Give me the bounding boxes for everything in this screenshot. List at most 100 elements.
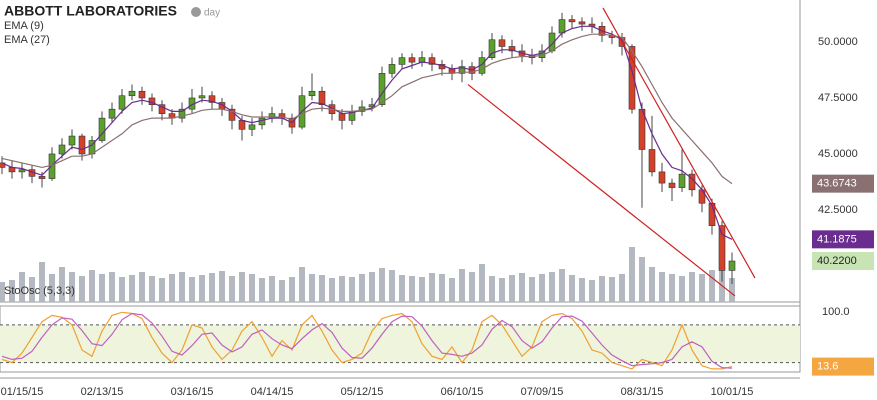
x-tick-label: 03/16/15 (171, 386, 214, 398)
volume-bar (469, 272, 475, 302)
grid (0, 324, 800, 364)
volume-bar (19, 272, 25, 302)
candle-body (368, 104, 376, 108)
volume-bar (339, 276, 345, 302)
candle-body (408, 57, 416, 63)
volume-bar (659, 272, 665, 302)
candle-body (388, 64, 396, 74)
candle-body (318, 90, 326, 105)
indicator-band (0, 324, 800, 363)
last-value-label: 43.6743 (817, 178, 857, 190)
candle-body (38, 176, 46, 179)
candle-body (648, 149, 656, 173)
volume-bar (489, 276, 495, 302)
candle-body (578, 21, 586, 25)
volume-bar (29, 277, 35, 302)
volume-bar (159, 278, 165, 302)
last-value-box (812, 174, 874, 193)
last-value-box (812, 252, 874, 271)
x-tick-label: 10/01/15 (711, 386, 754, 398)
volume-bar (149, 276, 155, 302)
candle-body (198, 95, 206, 99)
volume-bar (529, 277, 535, 302)
candle-body (658, 171, 666, 184)
candle-body (488, 39, 496, 58)
x-tick-label: 08/31/15 (621, 386, 664, 398)
volume-bar (369, 272, 375, 302)
volume-bar (109, 272, 115, 302)
candle-body (698, 189, 706, 204)
volume-bar (629, 247, 635, 302)
volume-bar (379, 268, 385, 302)
x-tick-label: 06/10/15 (441, 386, 484, 398)
candle-body (128, 90, 136, 97)
volume-bar (219, 271, 225, 302)
volume-bar (419, 277, 425, 302)
interval-icon (191, 7, 201, 17)
candle-body (98, 117, 106, 141)
volume-bar (309, 274, 315, 302)
volume-bar (359, 274, 365, 302)
volume-bar (499, 278, 505, 302)
stoch-line (1, 312, 733, 369)
last-value-box (812, 357, 874, 376)
volume-bar (349, 277, 355, 302)
candle-body (178, 108, 186, 119)
volume-bar (249, 274, 255, 302)
volume-bar (49, 274, 55, 302)
volume-bar (289, 277, 295, 302)
volume-bar (609, 277, 615, 302)
candle-body (428, 57, 436, 65)
volume-bar (479, 264, 485, 302)
volume-bar (409, 276, 415, 302)
y-tick-label: 42.5000 (818, 204, 858, 216)
candle-body (508, 46, 516, 52)
candle-body (568, 19, 576, 23)
volume-bar (719, 267, 725, 302)
volume-bar (179, 272, 185, 302)
volume-bar (139, 272, 145, 302)
candle-body (718, 225, 726, 271)
volume-bar (69, 272, 75, 302)
last-value-label: 41.1875 (817, 233, 857, 245)
volume-bar (39, 262, 45, 302)
candle-body (68, 135, 76, 146)
candle-body (248, 124, 256, 130)
volume-bar (679, 276, 685, 302)
volume-bar (59, 267, 65, 302)
volume-bar (0, 282, 5, 302)
x-tick-label: 07/09/15 (521, 386, 564, 398)
x-tick-label: 05/12/15 (341, 386, 384, 398)
volume-bar (689, 272, 695, 302)
volume-bar (89, 270, 95, 302)
volume-bar (699, 274, 705, 302)
candle-body (308, 90, 316, 97)
candle-body (498, 39, 506, 47)
marks (0, 7, 756, 370)
x-tick-label: 04/14/15 (251, 386, 294, 398)
volume-bar (619, 274, 625, 302)
candle-body (398, 57, 406, 65)
volume-bar (129, 275, 135, 302)
volume-bar (579, 278, 585, 302)
y-tick-label: 50.0000 (818, 36, 858, 48)
indicator-name: StoOsc (5,3,3) (4, 285, 75, 297)
volume-bar (199, 275, 205, 302)
candle-body (378, 73, 386, 105)
volume-bar (279, 280, 285, 302)
volume-bar (239, 272, 245, 302)
volume-bar (209, 273, 215, 302)
volume-bar (259, 278, 265, 302)
volume-bar (99, 274, 105, 302)
candle-body (138, 90, 146, 99)
y-tick-label: 45.0000 (818, 148, 858, 160)
volume-bar (189, 277, 195, 302)
candle-body (678, 173, 686, 188)
candle-body (78, 135, 86, 155)
legend-entry: EMA (9) (4, 20, 44, 32)
x-tick-label: 02/13/15 (81, 386, 124, 398)
candle-body (18, 169, 26, 173)
candle-body (48, 153, 56, 179)
